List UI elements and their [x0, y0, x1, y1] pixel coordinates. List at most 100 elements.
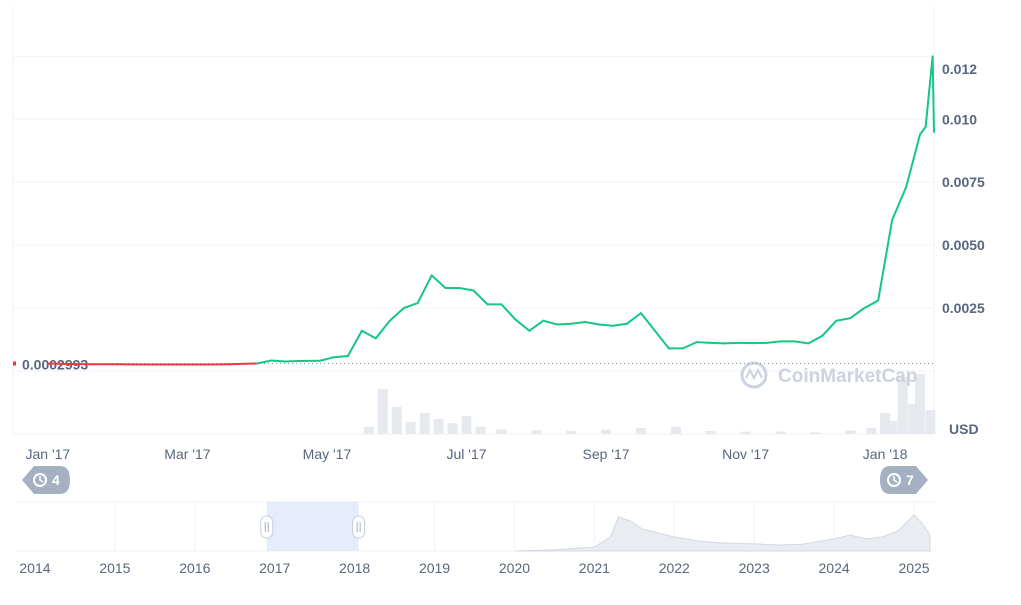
- price-line-segment: [256, 359, 273, 365]
- price-line-segment: [416, 274, 433, 305]
- price-line-segment: [284, 359, 301, 363]
- price-line-segment: [905, 133, 922, 189]
- navigator-year-label: 2015: [99, 560, 130, 576]
- watermark-logo-wave: [745, 367, 763, 381]
- navigator-year-label: 2025: [898, 560, 929, 576]
- price-line-segment: [430, 274, 447, 289]
- price-line-segment: [542, 319, 559, 326]
- history-right-pill[interactable]: 7: [880, 466, 928, 494]
- price-line-segment: [228, 362, 248, 366]
- navigator-grid: [114, 502, 915, 551]
- navigator-year-labels: 2014 2015 2016 2017 2018 2019 2020 2021 2022 2023…: [19, 560, 929, 576]
- navigator-year-label: 2023: [739, 560, 770, 576]
- volume-bar: [810, 432, 821, 434]
- volume-bar: [915, 374, 926, 434]
- y-tick-label: 0.0050: [942, 237, 985, 253]
- price-line-segment: [570, 320, 587, 325]
- navigator-year-label: 2020: [499, 560, 530, 576]
- price-line-segment: [360, 329, 377, 340]
- volume-bar: [775, 431, 786, 434]
- volume-bar: [887, 420, 898, 434]
- volume-bar: [447, 423, 458, 434]
- history-left-pill[interactable]: 4: [22, 466, 70, 494]
- price-line-segment: [374, 319, 391, 340]
- price-line-segment: [723, 341, 740, 345]
- range-navigator[interactable]: 2014 2015 2016 2017 2018 2019 2020 2021 2022 2023…: [15, 501, 934, 576]
- price-line-segment: [500, 303, 517, 321]
- price-line-segment: [46, 362, 70, 366]
- y-tick-label: 0.0025: [942, 300, 985, 316]
- volume-bar: [925, 410, 936, 434]
- volume-bar: [496, 429, 507, 434]
- watermark-logo-icon: [740, 361, 768, 389]
- price-line-segment: [598, 323, 615, 327]
- navigator-year-label: 2019: [419, 560, 450, 576]
- price-line-segment: [681, 341, 698, 350]
- history-icon: [33, 473, 47, 487]
- x-tick-label: Jan '18: [863, 446, 908, 462]
- volume-bar: [866, 428, 877, 434]
- price-line-segment: [639, 312, 656, 332]
- navigator-year-label: 2016: [179, 560, 210, 576]
- x-tick-label: May '17: [303, 446, 352, 462]
- currency-label: USD: [949, 421, 979, 437]
- price-line-segment: [765, 340, 782, 344]
- price-line-segment: [807, 334, 824, 345]
- volume-bar: [740, 431, 751, 434]
- y-axis-ticks: 0.012 0.010 0.0075 0.0050 0.0025: [942, 61, 985, 316]
- navigator-overview-area: [514, 514, 931, 552]
- volume-bar: [461, 416, 472, 434]
- navigator-year-label: 2021: [579, 560, 610, 576]
- volume-bar: [566, 431, 577, 434]
- volume-bar: [670, 426, 681, 434]
- price-line-segment: [891, 186, 908, 221]
- price-line-segment: [528, 319, 545, 332]
- x-axis-ticks: Jan '17 Mar '17 May '17 Jul '17 Sep '17 Nov '…: [26, 446, 908, 462]
- price-line-segment: [402, 302, 419, 310]
- volume-bar: [705, 431, 716, 434]
- history-right-count: 7: [906, 472, 914, 488]
- volume-bar: [531, 430, 542, 434]
- y-tick-label: 0.0075: [942, 174, 985, 190]
- price-line-segment: [835, 317, 852, 322]
- navigator-right-handle[interactable]: [352, 515, 366, 539]
- price-series: [46, 55, 935, 366]
- x-tick-label: Jan '17: [26, 446, 71, 462]
- price-line-segment: [556, 322, 573, 326]
- volume-bar: [897, 377, 908, 434]
- history-left-count: 4: [52, 472, 60, 488]
- price-line-segment: [849, 307, 866, 320]
- x-tick-label: Sep '17: [583, 446, 630, 462]
- volume-bar: [845, 430, 856, 434]
- price-line-segment: [612, 322, 628, 327]
- volume-bar: [363, 426, 374, 434]
- price-line-segment: [709, 341, 726, 345]
- price-line-segment: [514, 318, 531, 332]
- x-tick-label: Nov '17: [722, 446, 769, 462]
- price-line-segment: [653, 329, 670, 350]
- volume-bar: [601, 429, 612, 434]
- volume-bar: [391, 407, 402, 434]
- price-line-segment: [458, 286, 475, 292]
- y-tick-label: 0.012: [942, 61, 977, 77]
- volume-bar: [880, 413, 891, 434]
- volume-bar: [908, 404, 919, 434]
- price-line-segment: [332, 354, 349, 359]
- navigator-year-label: 2014: [19, 560, 50, 576]
- navigator-selection[interactable]: [266, 502, 359, 551]
- navigator-year-label: 2022: [659, 560, 690, 576]
- y-tick-label: 0.010: [942, 111, 977, 127]
- price-line-segment: [919, 125, 927, 136]
- navigator-left-handle[interactable]: [260, 515, 274, 539]
- price-line-segment: [793, 340, 810, 345]
- reference-marker: [13, 361, 16, 366]
- volume-bar: [433, 419, 444, 434]
- price-line-segment: [821, 319, 838, 337]
- volume-bar: [635, 428, 646, 434]
- price-line-segment: [924, 55, 934, 128]
- price-line-segment: [270, 359, 287, 363]
- volume-bar: [419, 413, 430, 434]
- price-line-segment: [626, 312, 642, 325]
- coinmarketcap-watermark: CoinMarketCap: [740, 361, 917, 389]
- volume-bar: [475, 426, 486, 434]
